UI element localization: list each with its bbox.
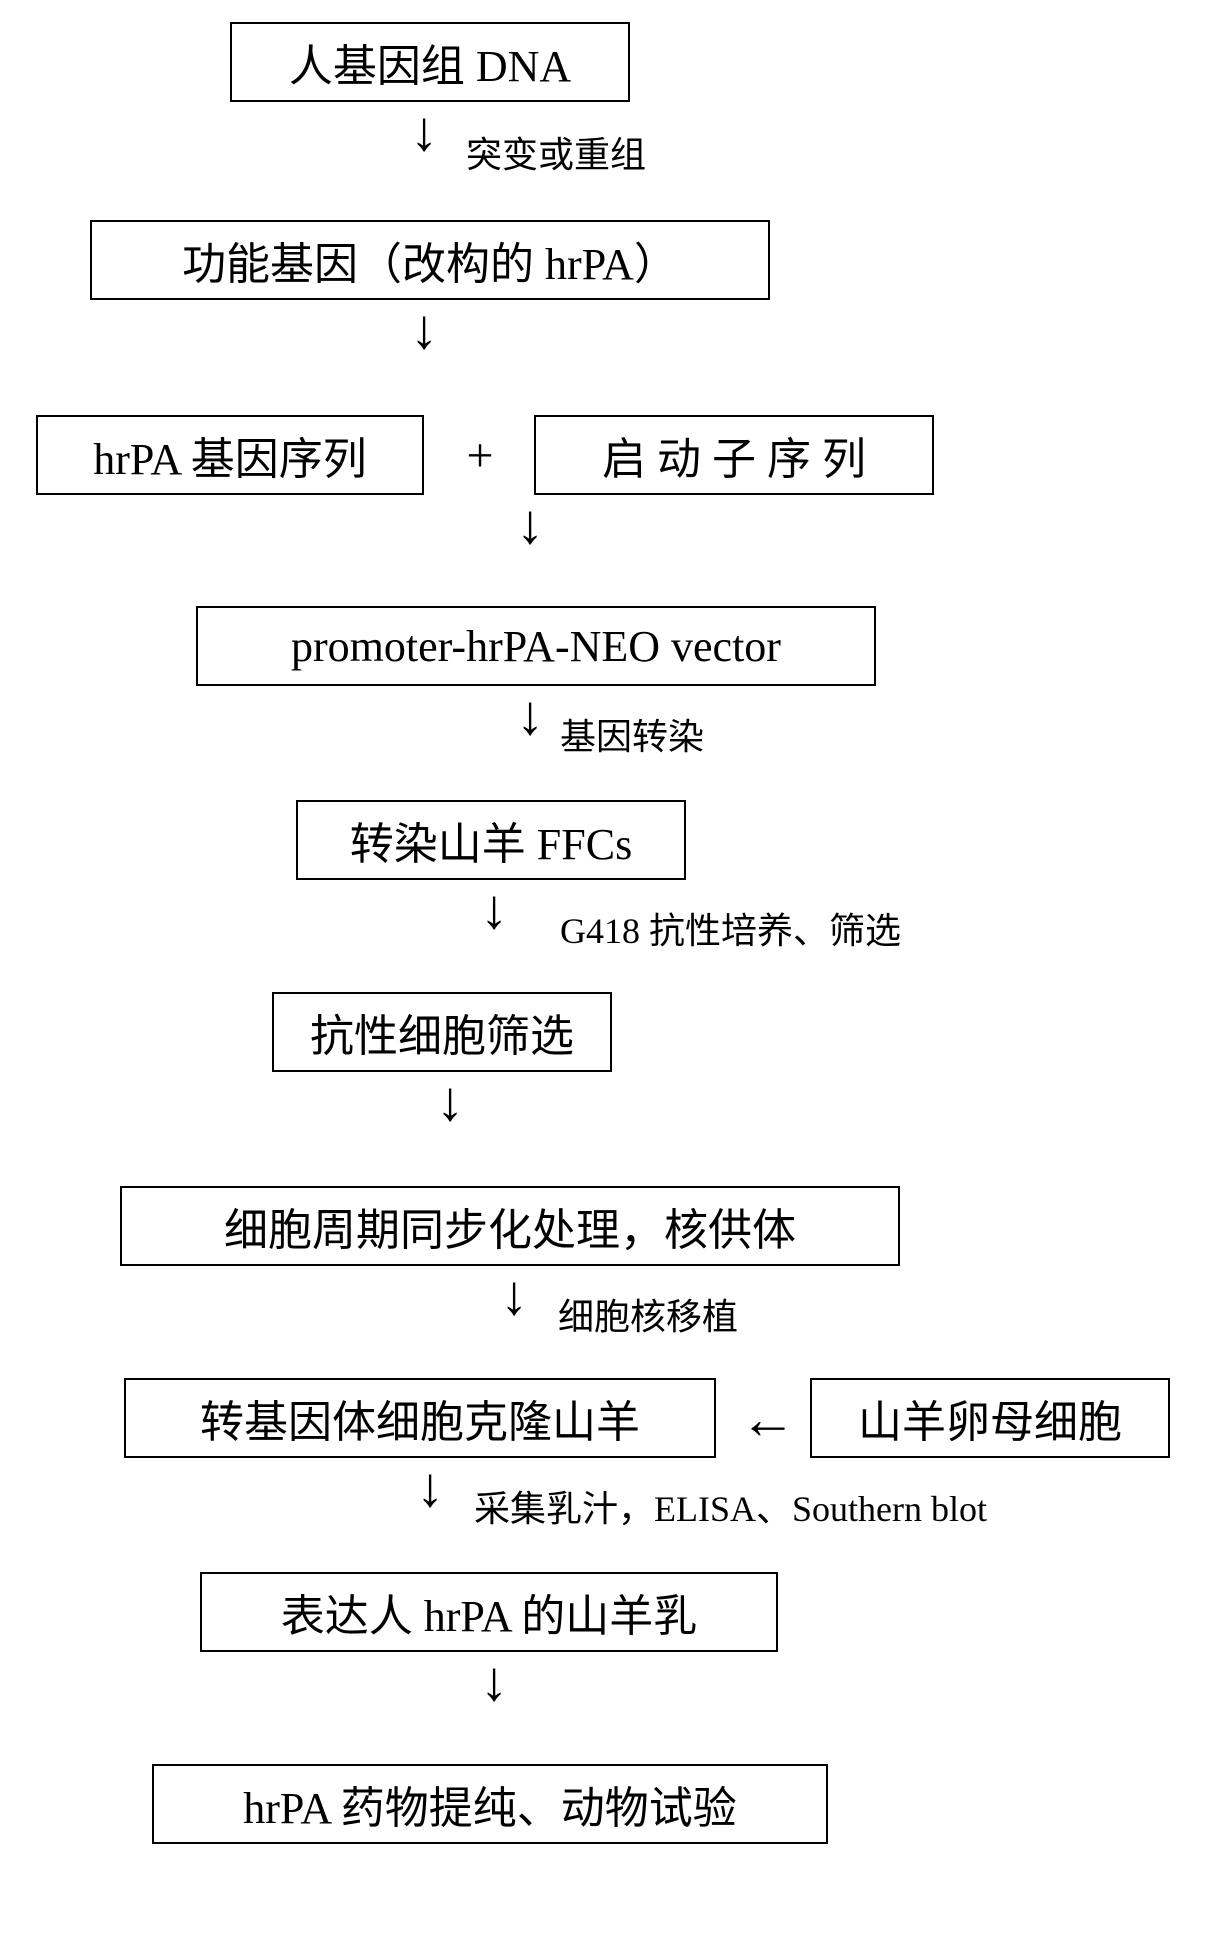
flow-node-label: 表达人 hrPA 的山羊乳 xyxy=(281,1580,697,1644)
flow-arrow-a1: ↓ xyxy=(410,104,438,160)
flow-node-n8: 转基因体细胞克隆山羊 xyxy=(124,1378,716,1458)
flow-node-n9: 表达人 hrPA 的山羊乳 xyxy=(200,1572,778,1652)
flow-node-n10: hrPA 药物提纯、动物试验 xyxy=(152,1764,828,1844)
arrow-label-text: 基因转染 xyxy=(560,717,704,757)
flow-node-label: 人基因组 DNA xyxy=(289,30,571,94)
flow-node-label: 山羊卵母细胞 xyxy=(858,1386,1122,1450)
flow-node-n6: 抗性细胞筛选 xyxy=(272,992,612,1072)
plus-symbol: + xyxy=(450,415,510,495)
flow-arrow-a7: ↓ xyxy=(500,1268,528,1324)
flow-node-n2: 功能基因（改构的 hrPA） xyxy=(90,220,770,300)
flow-arrow-label-a8: 采集乳汁，ELISA、Southern blot xyxy=(474,1480,987,1532)
arrow-label-text: 细胞核移植 xyxy=(558,1297,738,1337)
flow-node-n7: 细胞周期同步化处理，核供体 xyxy=(120,1186,900,1266)
arrow-label-text: G418 抗性培养、筛选 xyxy=(560,911,901,951)
flow-node-n8b: 山羊卵母细胞 xyxy=(810,1378,1170,1458)
flow-node-label: 细胞周期同步化处理，核供体 xyxy=(224,1194,796,1258)
flow-arrow-a5: ↓ xyxy=(480,882,508,938)
flow-arrow-a8: ↓ xyxy=(416,1460,444,1516)
flow-node-n3a: hrPA 基因序列 xyxy=(36,415,424,495)
flow-node-n4: promoter-hrPA-NEO vector xyxy=(196,606,876,686)
flow-node-label: promoter-hrPA-NEO vector xyxy=(291,621,781,672)
flow-arrow-a6: ↓ xyxy=(436,1074,464,1130)
flow-node-n1: 人基因组 DNA xyxy=(230,22,630,102)
flow-arrow-a4: ↓ xyxy=(516,688,544,744)
flow-arrow-a3: ↓ xyxy=(516,497,544,553)
flow-node-label: 转染山羊 FFCs xyxy=(350,808,632,872)
flow-node-label: 转基因体细胞克隆山羊 xyxy=(200,1386,640,1450)
flow-node-n5: 转染山羊 FFCs xyxy=(296,800,686,880)
flow-node-label: 抗性细胞筛选 xyxy=(310,1000,574,1064)
plus-label: + xyxy=(466,428,493,483)
arrow-label-text: 突变或重组 xyxy=(466,135,646,175)
flow-arrow-label-a1: 突变或重组 xyxy=(466,126,646,178)
flow-arrow-label-a7: 细胞核移植 xyxy=(558,1288,738,1340)
flow-arrow-a2: ↓ xyxy=(410,302,438,358)
flow-node-label: hrPA 药物提纯、动物试验 xyxy=(243,1772,736,1836)
flow-node-n3b: 启 动 子 序 列 xyxy=(534,415,934,495)
flow-node-label: hrPA 基因序列 xyxy=(93,423,366,487)
flow-arrow-label-a4: 基因转染 xyxy=(560,708,704,760)
flow-arrow-a7b: ← xyxy=(740,1392,796,1448)
flow-node-label: 启 动 子 序 列 xyxy=(602,423,866,487)
flow-node-label: 功能基因（改构的 hrPA） xyxy=(182,228,678,292)
flow-arrow-a9: ↓ xyxy=(480,1654,508,1710)
flow-arrow-label-a5: G418 抗性培养、筛选 xyxy=(560,902,901,954)
arrow-label-text: 采集乳汁，ELISA、Southern blot xyxy=(474,1489,987,1529)
